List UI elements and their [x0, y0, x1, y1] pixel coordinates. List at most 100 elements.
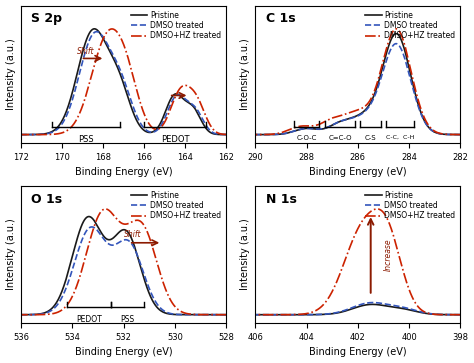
Pristine [211, 313, 217, 317]
Line: DMSO treated: DMSO treated [21, 227, 226, 315]
DMSO+HZ treated [302, 312, 308, 316]
Pristine [333, 121, 338, 126]
DMSO treated [99, 33, 105, 37]
Text: PSS: PSS [78, 135, 93, 144]
Text: C-O-C: C-O-C [296, 135, 317, 140]
DMSO treated [99, 234, 105, 238]
DMSO treated [89, 225, 94, 229]
DMSO treated [281, 131, 286, 136]
DMSO treated [457, 132, 463, 137]
DMSO treated [370, 301, 376, 305]
Pristine [445, 313, 451, 317]
DMSO+HZ treated [211, 313, 217, 317]
Y-axis label: Intensity (a.u.): Intensity (a.u.) [240, 219, 250, 290]
DMSO treated [253, 313, 258, 317]
DMSO+HZ treated [92, 221, 98, 225]
Pristine [445, 132, 451, 136]
DMSO treated [94, 29, 100, 34]
DMSO treated [46, 309, 52, 314]
Pristine [302, 126, 308, 131]
DMSO+HZ treated [68, 126, 73, 130]
Pristine [223, 313, 229, 317]
DMSO treated [445, 132, 451, 136]
Pristine [393, 32, 399, 36]
Line: Pristine: Pristine [21, 217, 226, 315]
Pristine [91, 26, 97, 31]
Pristine [68, 262, 73, 266]
Pristine [327, 312, 332, 316]
DMSO+HZ treated [104, 30, 109, 34]
DMSO+HZ treated [393, 26, 399, 31]
DMSO treated [327, 124, 332, 129]
DMSO+HZ treated [46, 132, 52, 136]
DMSO treated [18, 132, 24, 137]
Pristine [46, 308, 52, 313]
DMSO+HZ treated [281, 130, 286, 134]
Pristine [302, 313, 308, 317]
Text: N 1s: N 1s [265, 192, 296, 205]
Pristine [223, 132, 229, 137]
DMSO treated [68, 274, 73, 278]
DMSO treated [281, 313, 286, 317]
DMSO+HZ treated [281, 313, 286, 317]
DMSO+HZ treated [99, 209, 104, 213]
Y-axis label: Intensity (a.u.): Intensity (a.u.) [6, 38, 16, 110]
DMSO treated [223, 132, 229, 137]
Pristine [104, 237, 110, 241]
DMSO+HZ treated [18, 313, 24, 317]
DMSO treated [92, 30, 98, 34]
DMSO treated [393, 41, 399, 46]
X-axis label: Binding Energy (eV): Binding Energy (eV) [309, 167, 407, 178]
Pristine [93, 27, 99, 31]
X-axis label: Binding Energy (eV): Binding Energy (eV) [309, 347, 407, 358]
Text: C-C,  C-H: C-C, C-H [386, 135, 414, 140]
Pristine [338, 310, 344, 314]
Pristine [338, 119, 344, 123]
Pristine [253, 313, 258, 317]
DMSO+HZ treated [327, 117, 332, 121]
Pristine [46, 131, 52, 135]
Pristine [18, 313, 24, 317]
DMSO+HZ treated [211, 128, 217, 132]
X-axis label: Binding Energy (eV): Binding Energy (eV) [75, 167, 173, 178]
DMSO+HZ treated [302, 124, 308, 128]
Pristine [457, 132, 463, 137]
DMSO+HZ treated [104, 207, 110, 212]
DMSO+HZ treated [99, 41, 104, 45]
DMSO+HZ treated [18, 132, 24, 137]
Pristine [99, 231, 105, 236]
DMSO+HZ treated [223, 313, 229, 317]
Text: C-S: C-S [365, 135, 376, 140]
Text: S 2p: S 2p [31, 12, 63, 25]
Pristine [281, 132, 286, 136]
DMSO+HZ treated [457, 132, 463, 137]
Line: DMSO+HZ treated: DMSO+HZ treated [21, 29, 226, 135]
DMSO treated [253, 132, 258, 137]
Line: DMSO treated: DMSO treated [21, 32, 226, 135]
DMSO treated [333, 121, 338, 126]
Pristine [327, 125, 332, 129]
Legend: Pristine, DMSO treated, DMSO+HZ treated: Pristine, DMSO treated, DMSO+HZ treated [364, 9, 456, 42]
DMSO treated [18, 313, 24, 317]
DMSO treated [104, 241, 110, 245]
DMSO treated [211, 313, 217, 317]
DMSO+HZ treated [253, 132, 258, 137]
Line: DMSO treated: DMSO treated [255, 303, 460, 315]
Legend: Pristine, DMSO treated, DMSO+HZ treated: Pristine, DMSO treated, DMSO+HZ treated [129, 9, 222, 42]
Pristine [211, 132, 217, 136]
Text: O 1s: O 1s [31, 192, 63, 205]
DMSO+HZ treated [338, 269, 344, 273]
Y-axis label: Intensity (a.u.): Intensity (a.u.) [240, 38, 250, 110]
DMSO treated [211, 131, 217, 135]
DMSO treated [302, 313, 308, 317]
Line: DMSO+HZ treated: DMSO+HZ treated [255, 29, 460, 135]
Pristine [281, 313, 286, 317]
DMSO treated [338, 119, 344, 123]
Legend: Pristine, DMSO treated, DMSO+HZ treated: Pristine, DMSO treated, DMSO+HZ treated [129, 189, 222, 222]
DMSO+HZ treated [445, 313, 451, 317]
DMSO+HZ treated [445, 132, 451, 136]
Pristine [457, 313, 463, 317]
X-axis label: Binding Energy (eV): Binding Energy (eV) [75, 347, 173, 358]
DMSO treated [68, 103, 73, 108]
Line: Pristine: Pristine [255, 305, 460, 315]
